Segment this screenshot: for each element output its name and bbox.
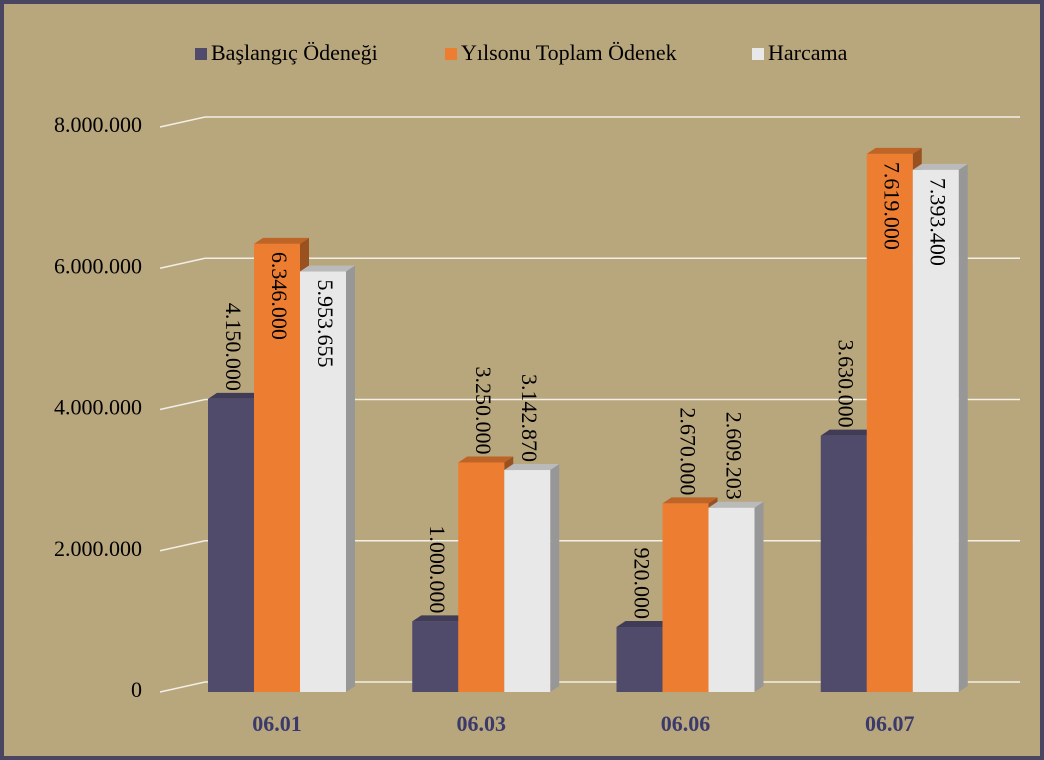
bar-side (754, 501, 764, 692)
x-tick-label: 06.07 (865, 711, 915, 736)
bar-front (300, 271, 346, 692)
bar-side (346, 265, 355, 692)
value-label: 4.150.000 (221, 303, 246, 391)
bar-top (820, 429, 876, 436)
bar-top (866, 147, 922, 154)
value-label: 3.630.000 (834, 340, 859, 428)
value-label: 1.000.000 (425, 525, 450, 613)
bar-front (912, 169, 959, 692)
bar-top (412, 615, 468, 622)
y-tick-label: 2.000.000 (54, 536, 142, 561)
legend-swatch (195, 48, 207, 60)
value-label: 5.953.655 (313, 280, 338, 368)
y-tick-label: 0 (131, 677, 142, 702)
bar-top (616, 621, 672, 628)
grid-line (159, 116, 1020, 128)
value-label: 7.619.000 (880, 162, 905, 250)
value-label: 7.393.400 (926, 178, 951, 266)
bar-front (866, 153, 913, 692)
bar-top (504, 464, 560, 471)
legend-label: Harcama (768, 40, 848, 65)
bar-front (616, 627, 663, 692)
bar-front (662, 503, 709, 692)
bar-side (550, 464, 560, 692)
x-tick-label: 06.01 (252, 711, 302, 736)
bar-front (458, 462, 505, 692)
value-label: 2.670.000 (675, 407, 700, 495)
x-tick-label: 06.06 (661, 711, 711, 736)
bar-front (208, 398, 254, 692)
legend-label: Başlangıç Ödeneği (211, 40, 378, 65)
value-label: 920.000 (629, 548, 654, 620)
bar-top (708, 501, 764, 508)
y-tick-label: 8.000.000 (54, 112, 142, 137)
bar (912, 163, 968, 692)
bar-front (254, 243, 300, 692)
grid-line (159, 257, 1020, 269)
bar-front (708, 507, 755, 692)
bar-top (300, 265, 355, 272)
y-tick-label: 6.000.000 (54, 253, 142, 278)
x-tick-label: 06.03 (457, 711, 507, 736)
legend-swatch (752, 48, 764, 60)
y-tick-label: 4.000.000 (54, 395, 142, 420)
grid-line (159, 398, 1020, 411)
bar-front (504, 470, 551, 692)
value-label: 2.609.203 (721, 412, 746, 500)
legend-label: Yılsonu Toplam Ödenek (461, 40, 677, 65)
bar-top (254, 237, 309, 244)
legend-swatch (445, 48, 457, 60)
value-label: 3.142.870 (517, 374, 542, 462)
bar-top (662, 497, 718, 504)
bar-top (458, 456, 514, 463)
value-label: 6.346.000 (267, 252, 292, 340)
bar-front (820, 435, 867, 692)
bar-front (412, 621, 459, 692)
bar (708, 501, 764, 692)
bar-top (912, 163, 968, 170)
value-label: 3.250.000 (471, 366, 496, 454)
bar (504, 464, 560, 692)
bar-side (958, 163, 968, 692)
bar (300, 265, 355, 692)
bar-top (208, 392, 263, 399)
